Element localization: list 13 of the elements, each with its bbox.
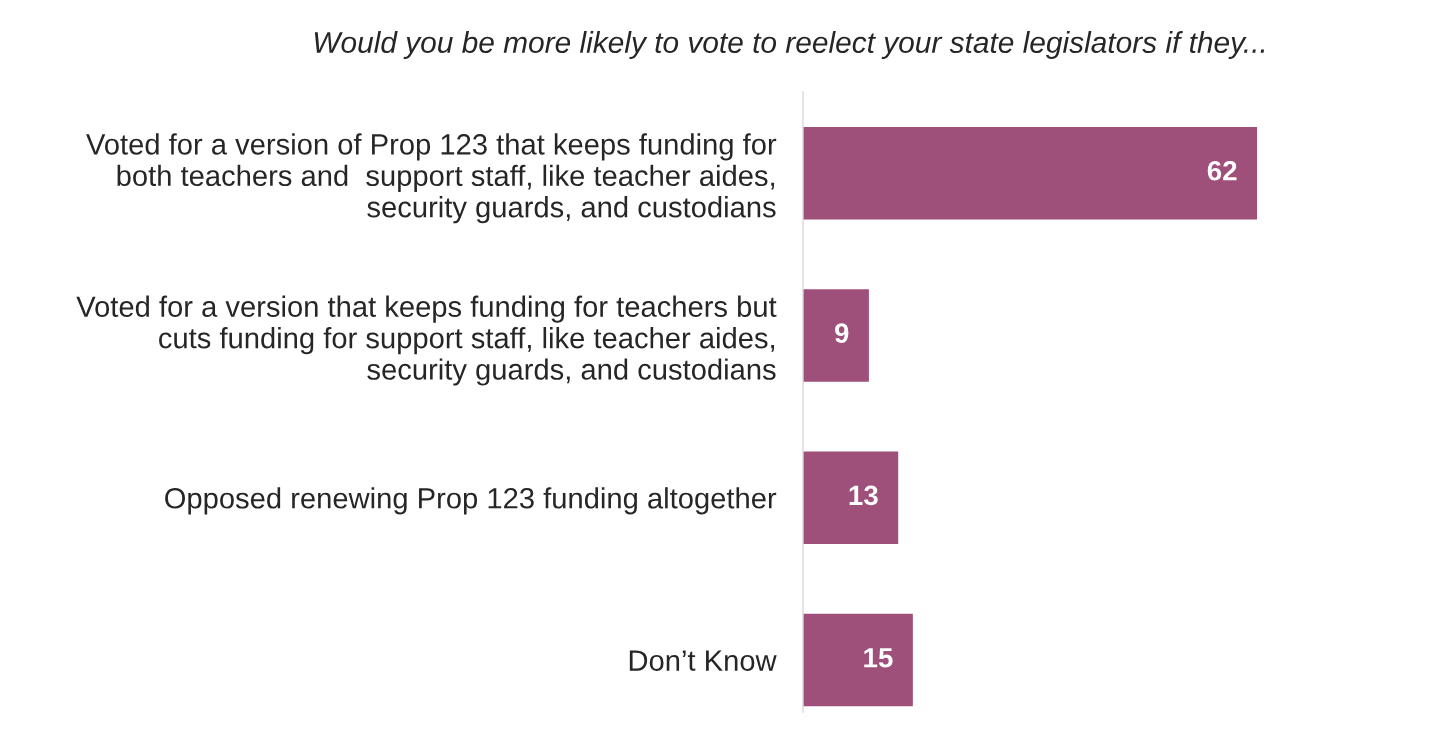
bar [803,289,869,382]
chart-title: Would you be more likely to vote to reelect your state legislators if they... [314,31,1265,59]
data-label: 15 [864,648,893,668]
bar [803,126,1258,220]
y-tick-label: Opposed renewing Prop 123 funding altogether [165,487,777,515]
data-label: 13 [849,485,878,506]
y-tick-label: Voted for a version of Prop 123 that keeps funding for both teachers and support staff, like teacher aides, security guards, and custodians [86,133,777,224]
data-label: 62 [1207,160,1237,181]
y-tick-label: Don’t Know [629,650,777,671]
data-label: 9 [834,323,849,343]
y-tick-label: Voted for a version that keeps funding for teachers but cuts funding for support staff, like teacher aides, security guards, and custodians [76,295,777,386]
bar [803,613,913,707]
bar [803,451,899,545]
